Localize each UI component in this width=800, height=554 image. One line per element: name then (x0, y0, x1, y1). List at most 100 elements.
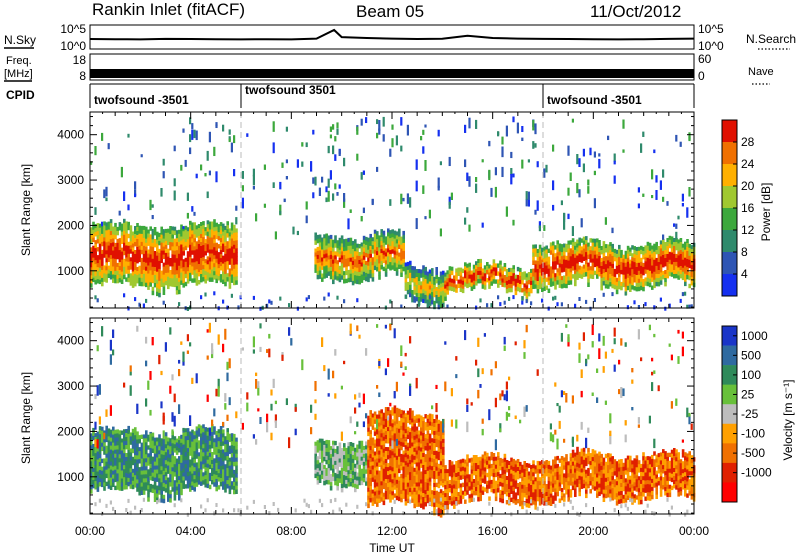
frequency-panel-frame (89, 53, 695, 81)
echo-cell (673, 238, 676, 243)
echo-cell (373, 443, 377, 448)
echo-cell (327, 255, 331, 260)
echo-cell (600, 250, 603, 255)
echo-cell (332, 464, 335, 470)
echo-cell (426, 303, 430, 308)
echo-cell (193, 262, 196, 267)
echo-cell (118, 430, 122, 435)
echo-cell (186, 192, 189, 201)
echo-cell (147, 281, 150, 286)
echo-cell (186, 212, 189, 219)
echo-cell (356, 153, 359, 161)
echo-cell (145, 398, 148, 407)
echo-cell (142, 454, 146, 459)
echo-cell (189, 443, 192, 448)
echo-cell (204, 443, 207, 448)
echo-cell (215, 124, 218, 129)
echo-cell (479, 262, 482, 268)
echo-cell (136, 467, 139, 472)
echo-cell (369, 269, 372, 275)
echo-cell (153, 489, 157, 494)
echo-cell (378, 251, 381, 256)
echo-cell (411, 414, 414, 419)
echo-cell (224, 281, 227, 287)
echo-cell (131, 239, 135, 244)
echo-cell (376, 482, 379, 487)
echo-cell (171, 238, 174, 243)
echo-cell (347, 257, 350, 263)
echo-cell (103, 269, 106, 274)
echo-cell (395, 259, 399, 264)
echo-cell (538, 248, 542, 254)
echo-cell (189, 467, 192, 472)
echo-cell (607, 284, 610, 289)
echo-cell (494, 186, 497, 198)
echo-cell (123, 226, 126, 232)
echo-cell (585, 260, 588, 265)
echo-cell (345, 270, 348, 276)
echo-cell (384, 475, 388, 480)
echo-cell (90, 481, 93, 486)
echo-cell (109, 437, 113, 442)
echo-cell (367, 499, 370, 505)
echo-cell (217, 445, 221, 450)
echo-cell (147, 461, 150, 466)
echo-cell (153, 437, 157, 442)
echo-cell (538, 225, 541, 232)
echo-cell (116, 441, 119, 446)
echo-cell (380, 449, 383, 454)
echo-cell (114, 477, 117, 483)
echo-cell (92, 475, 95, 481)
echo-cell (101, 261, 104, 267)
echo-cell (160, 401, 163, 409)
echo-cell (563, 283, 566, 288)
echo-cell (233, 441, 236, 447)
echo-cell (103, 241, 106, 246)
echo-cell (184, 472, 188, 477)
echo-cell (149, 258, 152, 263)
echo-cell (138, 475, 141, 480)
echo-cell (164, 236, 168, 242)
echo-cell (369, 241, 372, 247)
echo-cell (92, 221, 95, 227)
echo-cell (129, 371, 132, 376)
echo-cell (448, 201, 451, 209)
echo-cell (329, 454, 333, 459)
echo-cell (193, 238, 196, 243)
echo-cell (417, 414, 421, 419)
echo-cell (373, 411, 377, 416)
echo-cell (316, 476, 320, 481)
echo-cell (666, 266, 669, 271)
echo-cell (395, 271, 399, 276)
echo-cell (325, 245, 328, 250)
echo-cell (365, 244, 368, 250)
echo-cell (162, 286, 166, 291)
echo-cell (437, 177, 440, 188)
echo-cell (211, 419, 214, 426)
echo-cell (580, 258, 584, 263)
echo-cell (202, 436, 205, 441)
echo-cell (393, 262, 397, 267)
echo-cell (98, 255, 102, 261)
echo-cell (369, 249, 372, 255)
echo-cell (373, 253, 377, 259)
echo-cell (360, 242, 364, 247)
echo-cell (675, 245, 678, 251)
echo-cell (415, 434, 419, 439)
echo-cell (191, 433, 194, 437)
echo-cell (395, 495, 399, 501)
echo-cell (525, 277, 529, 282)
echo-cell (552, 257, 555, 262)
echo-cell (646, 257, 650, 263)
echo-cell (160, 490, 163, 495)
echo-cell (90, 469, 93, 474)
echo-cell (380, 425, 383, 430)
echo-cell (169, 327, 172, 335)
echo-cell (140, 273, 144, 279)
echo-cell (486, 278, 489, 283)
echo-cell (235, 461, 238, 466)
echo-cell (316, 472, 320, 477)
echo-cell (162, 278, 166, 283)
echo-cell (494, 279, 498, 284)
